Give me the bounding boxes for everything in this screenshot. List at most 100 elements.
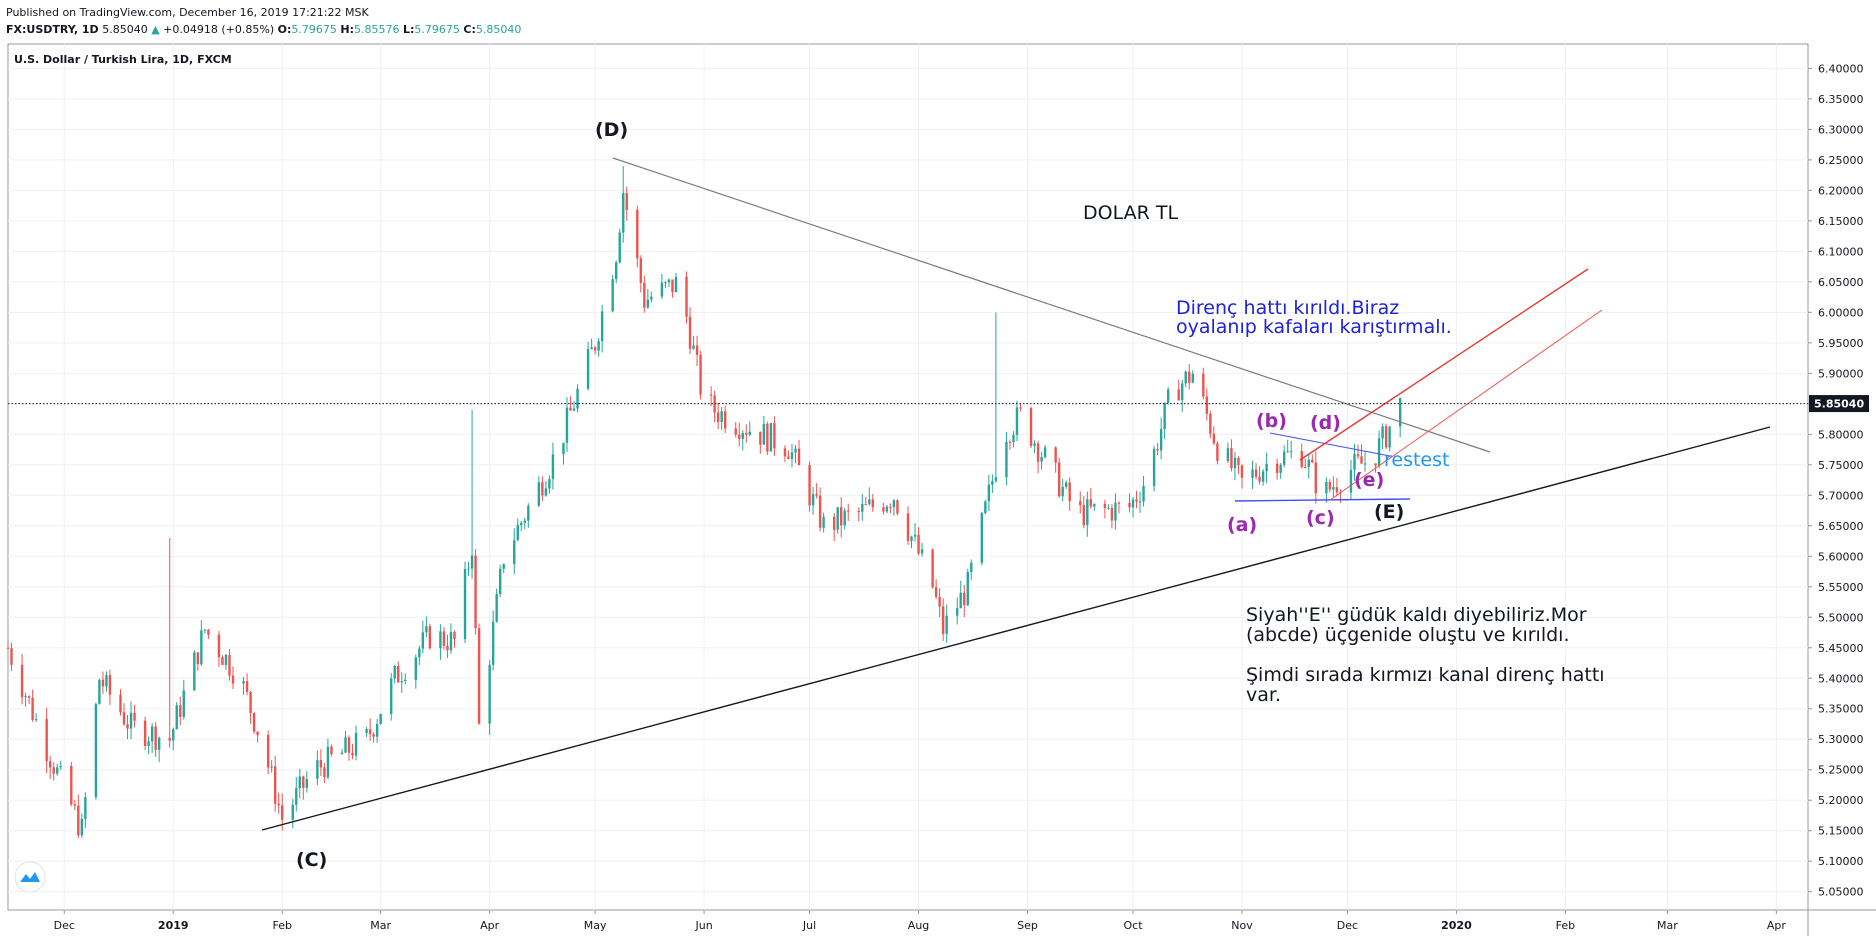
- label-d-upper: (D): [595, 119, 628, 141]
- grid: [8, 44, 1808, 910]
- candle-body: [1128, 502, 1131, 508]
- candle-body: [882, 507, 885, 512]
- red-channel-upper: [1299, 268, 1589, 461]
- candle-body: [242, 681, 245, 684]
- candle-body: [783, 448, 787, 457]
- candle-body: [551, 454, 555, 479]
- candle-body: [615, 262, 618, 280]
- candle-body: [157, 737, 161, 750]
- candle-body: [302, 776, 305, 788]
- candle-body: [720, 411, 723, 423]
- resistance-trendline: [612, 157, 1491, 453]
- x-tick-label: Aug: [908, 919, 929, 932]
- last-price-tag-text: 5.85040: [1814, 398, 1864, 411]
- candle-body: [228, 654, 231, 676]
- candle-body: [745, 433, 748, 435]
- candle-body: [1282, 451, 1286, 465]
- candle-body: [906, 513, 910, 541]
- y-tick-label: 5.90000: [1818, 367, 1864, 380]
- candle-body: [84, 797, 87, 820]
- candle-body: [351, 752, 354, 756]
- y-tick-label: 5.60000: [1818, 550, 1864, 563]
- y-tick-label: 5.65000: [1818, 520, 1864, 533]
- ohlc-header: FX:USDTRY, 1D 5.85040 ▲ +0.04918 (+0.85%…: [6, 23, 521, 36]
- x-tick-label: Apr: [1767, 919, 1787, 932]
- candle-body: [305, 778, 309, 788]
- candle-body: [488, 664, 491, 724]
- candle-body: [646, 299, 650, 308]
- x-tick-label: Feb: [1556, 919, 1575, 932]
- candle-body: [1181, 383, 1184, 401]
- candle-body: [390, 678, 393, 714]
- candle-body: [896, 500, 899, 514]
- candle-body: [569, 407, 572, 411]
- candle-body: [491, 621, 495, 665]
- candle-body: [868, 499, 871, 505]
- open-value: 5.79675: [291, 23, 337, 36]
- comment-line-3: Şimdi sırada kırmızı kanal direnç hattı: [1246, 664, 1605, 686]
- candle-body: [372, 734, 375, 737]
- candle-body: [1015, 407, 1019, 435]
- candle-body: [593, 347, 597, 351]
- candles: [6, 165, 1402, 839]
- candle-body: [495, 593, 498, 622]
- candle-body: [769, 423, 773, 452]
- candle-body: [56, 767, 59, 774]
- candle-body: [1353, 454, 1356, 470]
- candle-body: [418, 648, 421, 658]
- candle-body: [537, 482, 541, 506]
- label-c-upper: (C): [296, 849, 327, 871]
- candle-body: [1374, 463, 1377, 466]
- candle-body: [741, 433, 744, 439]
- candle-body: [108, 675, 112, 695]
- y-tick-label: 5.05000: [1818, 886, 1864, 899]
- candle-body: [256, 731, 259, 736]
- x-tick-label: Nov: [1231, 919, 1253, 932]
- candle-body: [692, 345, 695, 349]
- candle-body: [1163, 402, 1166, 430]
- candle-body: [354, 732, 358, 756]
- last-price: 5.85040: [102, 23, 148, 36]
- candle-body: [787, 456, 790, 459]
- candle-body: [291, 804, 294, 820]
- candle-body: [576, 388, 579, 409]
- candle-body: [1307, 459, 1310, 468]
- close-label: C:: [463, 23, 476, 36]
- change-value: +0.04918 (+0.85%): [163, 23, 275, 36]
- candle-body: [277, 803, 280, 806]
- candle-body: [245, 681, 249, 692]
- candle-body: [991, 480, 994, 485]
- candle-body: [1177, 389, 1180, 401]
- candle-body: [815, 494, 818, 496]
- candle-body: [843, 510, 846, 526]
- candle-body: [266, 735, 270, 768]
- candle-body: [688, 316, 692, 349]
- candle-body: [1381, 426, 1384, 439]
- candle-body: [1251, 469, 1254, 478]
- candle-body: [934, 587, 938, 597]
- candle-body: [1304, 467, 1307, 469]
- candle-body: [643, 282, 646, 308]
- candle-body: [425, 626, 428, 633]
- candle-body: [762, 423, 766, 445]
- candle-body: [970, 562, 973, 573]
- candle-body: [449, 631, 453, 651]
- candle-body: [126, 724, 129, 729]
- candle-body: [548, 478, 551, 489]
- y-tick-label: 5.25000: [1818, 764, 1864, 777]
- candle-body: [1226, 448, 1230, 461]
- candle-body: [773, 423, 776, 449]
- candle-body: [523, 520, 526, 523]
- title-note: DOLAR TL: [1083, 202, 1178, 224]
- candle-body: [207, 629, 210, 635]
- candle-body: [326, 746, 330, 778]
- candle-body: [636, 209, 639, 259]
- candle-body: [404, 679, 407, 682]
- y-tick-label: 5.35000: [1818, 703, 1864, 716]
- candle-body: [1138, 501, 1142, 503]
- candle-body: [987, 484, 991, 502]
- candle-body: [281, 805, 284, 820]
- candle-body: [477, 628, 481, 724]
- candle-body: [224, 654, 228, 665]
